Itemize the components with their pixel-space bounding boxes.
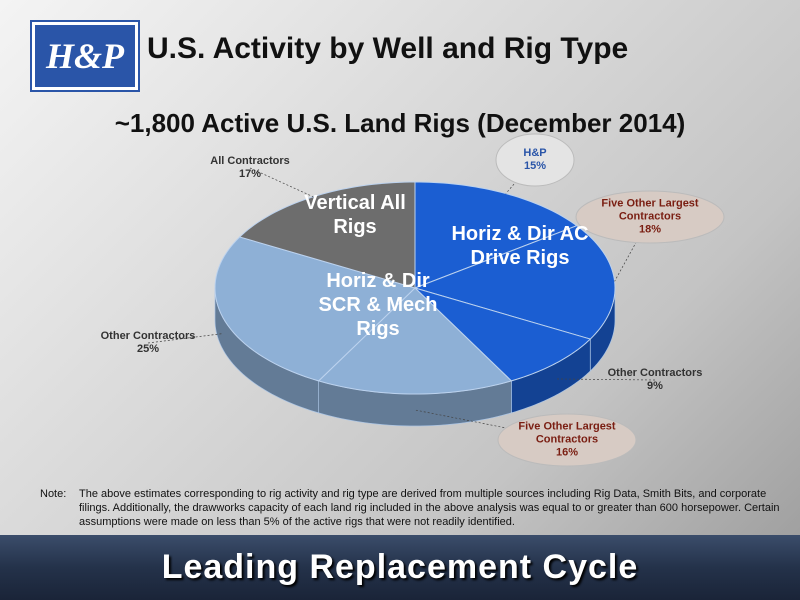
slice-label: H&P 15% [500,147,570,173]
leader-line [249,167,314,198]
group-label: Horiz & Dir AC Drive Rigs [451,223,589,269]
slice [317,287,513,395]
slice-name: All Contractors [210,155,290,167]
slice-label: All Contractors 17% [190,155,310,181]
slice-value: 25% [136,343,160,355]
slice-label: Five Other Largest Contractors 16% [502,421,632,460]
label-bubble [497,413,637,467]
leader-line [556,378,656,381]
slice-name: H&P [523,147,547,159]
slice-name: Other Contractors [100,330,196,342]
logo: H&P [32,22,138,90]
chart [147,133,725,467]
slice-label: Five Other Largest Contractors 18% [580,198,720,237]
note-text: The above estimates corresponding to rig… [79,488,780,528]
slice-label: Other Contractors 25% [83,330,213,356]
slice [214,236,416,382]
slice [238,181,416,289]
group-label: Vertical All Rigs [304,192,406,238]
chart-title: ~1,800 Active U.S. Land Rigs (December 2… [114,108,686,138]
slice-name: Five Other Largest Contractors [601,197,699,223]
leader-line [147,333,223,344]
slice-name: Five Other Largest Contractors [518,420,616,446]
slice-value: 15% [523,160,547,172]
slice-value: 9% [647,380,663,392]
leader-line [505,159,536,194]
slice-name: Other Contractors [607,367,703,379]
slice-value: 17% [238,168,262,180]
slice-value: 16% [555,446,579,459]
slice-label: Other Contractors 9% [595,367,715,393]
group-label: Horiz & Dir SCR & Mech Rigs [318,270,438,340]
footer: Leading Replacement Cycle [0,535,800,600]
label-bubble [495,133,575,187]
slice [414,287,592,382]
note-label: Note: [40,488,67,500]
note: Note: The above estimates corresponding … [40,487,780,529]
slide-title: U.S. Activity by Well and Rig Type [147,32,629,65]
label-bubble [575,190,725,244]
slice-value: 18% [638,223,662,236]
